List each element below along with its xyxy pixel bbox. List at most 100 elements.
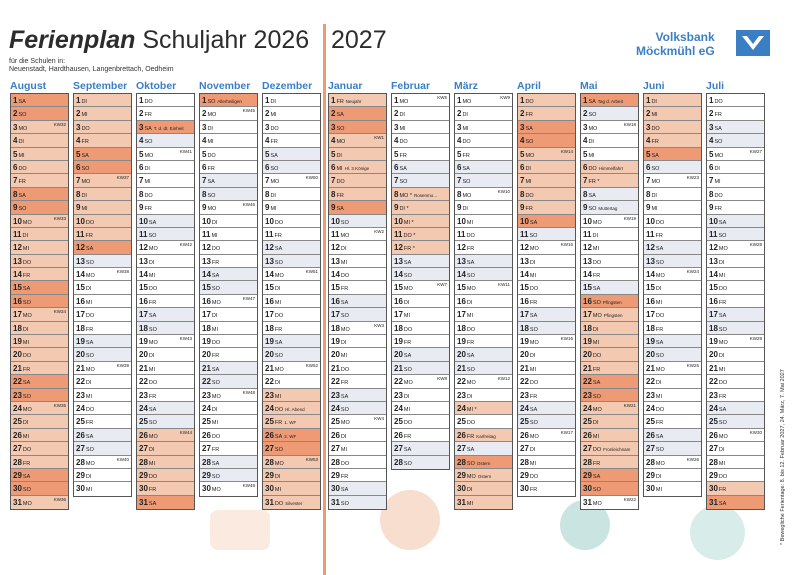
weekday: MO bbox=[655, 273, 665, 280]
day-number: 20 bbox=[139, 350, 148, 360]
day-row: 8DO bbox=[518, 187, 575, 202]
day-number: 7 bbox=[76, 176, 81, 186]
day-row: 24SA bbox=[137, 401, 194, 416]
day-number: 11 bbox=[583, 229, 592, 239]
week-number: KW40 bbox=[116, 456, 129, 462]
day-number: 1 bbox=[331, 96, 336, 105]
day-number: 28 bbox=[202, 457, 211, 467]
weekday: MI bbox=[525, 179, 532, 186]
weekday: SA bbox=[148, 500, 157, 507]
day-row: 23SA bbox=[329, 388, 386, 402]
day-number: 12 bbox=[331, 243, 340, 253]
day-row: 6SO bbox=[644, 160, 701, 175]
weekday: MI bbox=[274, 487, 282, 494]
weekday: MI bbox=[81, 112, 88, 119]
day-row: 14FR bbox=[11, 268, 68, 282]
day-number: 15 bbox=[583, 283, 592, 293]
weekday: SO bbox=[466, 366, 475, 373]
day-number: 15 bbox=[709, 283, 718, 293]
weekday: MI bbox=[340, 447, 348, 454]
weekday: SA bbox=[462, 165, 470, 172]
day-row: 20DI bbox=[137, 348, 194, 362]
holiday-note: Rosenmo... bbox=[413, 192, 437, 198]
day-row: 29DO bbox=[137, 468, 194, 483]
weekday: MI bbox=[655, 487, 663, 494]
day-row: 23FR bbox=[137, 389, 194, 402]
weekday: MO bbox=[340, 232, 350, 239]
weekday: SO bbox=[336, 125, 345, 132]
weekday: FR bbox=[714, 206, 722, 213]
day-number: 7 bbox=[646, 176, 651, 186]
day-row: 16DI bbox=[392, 295, 449, 309]
day-row: 9MO KW46 bbox=[200, 201, 257, 215]
day-number: 30 bbox=[13, 484, 22, 494]
week-number: KW25 bbox=[686, 362, 699, 368]
day-row: 26SA bbox=[74, 428, 131, 443]
weekday: DI bbox=[714, 165, 720, 172]
weekday: SO bbox=[718, 326, 727, 333]
holiday-note: Silvester bbox=[285, 500, 303, 506]
day-row: 2MO KW45 bbox=[200, 107, 257, 121]
day-row: 3MI bbox=[392, 121, 449, 135]
weekday: MO bbox=[148, 340, 158, 347]
day-number: 15 bbox=[139, 283, 148, 293]
weekday: DI bbox=[85, 286, 92, 293]
day-row: 14MO KW51 bbox=[263, 268, 320, 282]
day-row: 10SA bbox=[518, 214, 575, 228]
weekday: DO bbox=[211, 433, 221, 440]
day-list: 1DO 2FR 3SA T. d. dt. Einheit 4SO 5MO KW41 6DI 7… bbox=[136, 93, 195, 511]
day-row: 5MI bbox=[581, 148, 638, 161]
weekday: FR bbox=[274, 326, 283, 333]
day-row: 25SO bbox=[707, 415, 764, 429]
day-row: 23MI bbox=[644, 389, 701, 402]
weekday: DO bbox=[466, 326, 476, 333]
day-row: 10SA bbox=[707, 214, 764, 228]
day-row: 17SA bbox=[518, 308, 575, 322]
day-number: 22 bbox=[457, 377, 466, 387]
day-number: 2 bbox=[583, 109, 588, 119]
weekday: DI bbox=[588, 139, 594, 146]
day-row: 3SA T. d. dt. Einheit bbox=[137, 120, 194, 135]
weekday: MO bbox=[85, 273, 95, 280]
day-row: 20DI bbox=[518, 348, 575, 362]
day-number: 9 bbox=[202, 203, 207, 213]
day-number: 30 bbox=[709, 484, 718, 494]
weekday: FR bbox=[340, 286, 349, 293]
weekday: MO bbox=[85, 366, 95, 373]
day-number: 25 bbox=[139, 417, 148, 427]
weekday: SO bbox=[655, 353, 664, 360]
day-number: 26 bbox=[583, 430, 592, 440]
day-number: 3 bbox=[394, 122, 399, 132]
day-number: 15 bbox=[520, 283, 529, 293]
day-row: 23DI bbox=[455, 389, 512, 402]
weekday: DO bbox=[462, 139, 471, 146]
weekday: FR bbox=[22, 273, 31, 280]
day-number: 8 bbox=[265, 189, 270, 199]
day-row: 20SA bbox=[455, 348, 512, 362]
weekday: DO bbox=[529, 286, 539, 293]
weekday: DI bbox=[462, 206, 468, 213]
weekday: SA bbox=[18, 99, 26, 105]
weekday: DI bbox=[18, 139, 24, 146]
weekday: DI bbox=[148, 259, 155, 266]
day-number: 27 bbox=[13, 444, 22, 454]
month-name: September bbox=[73, 80, 128, 92]
day-row: 2FR bbox=[707, 107, 764, 121]
day-row: 14MO KW24 bbox=[644, 268, 701, 282]
weekday: DI bbox=[718, 447, 725, 454]
day-row: 27SA bbox=[455, 442, 512, 456]
day-row: 18DO bbox=[455, 322, 512, 336]
weekday: DO bbox=[274, 500, 284, 507]
weekday: MO bbox=[18, 125, 28, 132]
weekday: MO bbox=[466, 286, 476, 293]
month-name: März bbox=[454, 80, 478, 92]
week-number: KW28 bbox=[749, 242, 762, 248]
day-row: 21FR bbox=[581, 361, 638, 376]
day-number: 28 bbox=[265, 457, 274, 467]
footnote: * Bewegliche Ferientage: 8. bis 12. Febr… bbox=[780, 369, 786, 545]
holiday-note: Himmelfahrt bbox=[598, 165, 623, 171]
weekday: SA bbox=[718, 219, 727, 226]
day-row: 26MO KW30 bbox=[707, 429, 764, 443]
day-row: 1FR Neujahr bbox=[329, 94, 386, 108]
weekday: DO bbox=[336, 179, 345, 186]
